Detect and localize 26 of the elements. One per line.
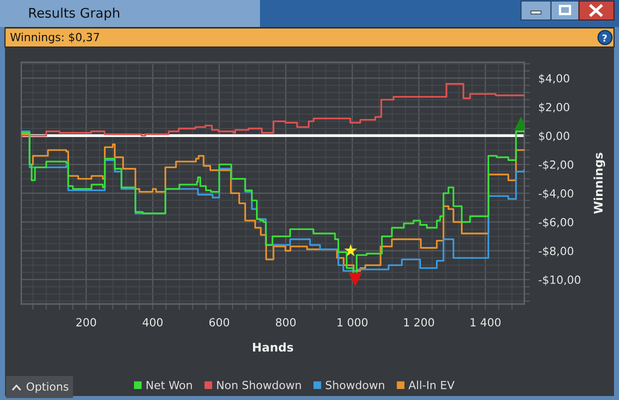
y-tick-label: -$10,00 — [538, 275, 580, 286]
x-tick-label: 600 — [209, 318, 230, 326]
legend-label: Non Showdown — [217, 380, 301, 390]
x-tick-label: 1 200 — [404, 318, 434, 326]
y-tick-label: -$4,00 — [538, 189, 574, 200]
x-tick-label: 800 — [276, 318, 296, 326]
point — [348, 272, 362, 286]
y-tick-label: $4,00 — [539, 74, 570, 84]
legend-label: All-In EV — [408, 380, 455, 390]
chart-subtitle: Winnings: $0,37 — [10, 32, 100, 44]
legend-label: Net Won — [146, 380, 192, 390]
y-tick-label: $2,00 — [539, 102, 570, 113]
x-tick-label: 400 — [142, 318, 163, 326]
text: Options — [26, 382, 68, 393]
point — [344, 244, 358, 256]
x-tick-label: 1 000 — [338, 318, 368, 326]
x-axis-title: Hands — [253, 342, 294, 352]
legend-label: Showdown — [326, 380, 384, 390]
y-tick-label: $0,00 — [539, 131, 570, 142]
x-tick-label: 1 400 — [470, 318, 501, 326]
y-tick-label: -$2,00 — [538, 160, 574, 170]
x-tick-label: 200 — [76, 318, 96, 326]
y-tick-label: -$6,00 — [538, 218, 574, 228]
y-axis-title: Winnings — [594, 152, 606, 214]
y-tick-label: -$8,00 — [538, 246, 574, 257]
chart-title: Results Graph — [29, 8, 120, 20]
